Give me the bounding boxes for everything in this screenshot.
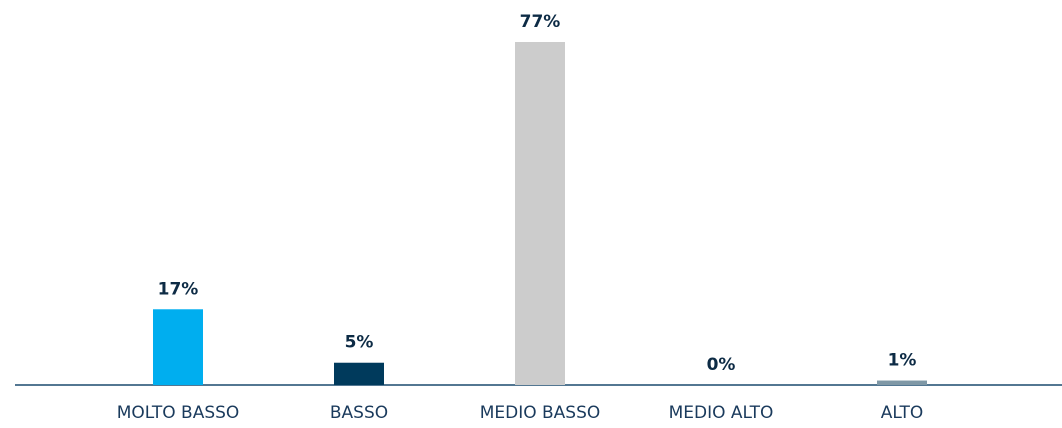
bar (334, 362, 384, 385)
bar (515, 42, 565, 385)
value-label: 17% (158, 279, 199, 299)
category-label: MEDIO ALTO (669, 403, 774, 423)
category-label: ALTO (881, 403, 924, 423)
category-label: MEDIO BASSO (480, 403, 601, 423)
category-label: BASSO (330, 403, 388, 423)
bar (153, 309, 203, 385)
value-label: 1% (888, 351, 917, 371)
value-label: 0% (707, 355, 736, 375)
value-label: 5% (345, 333, 374, 353)
bar (877, 380, 927, 385)
category-label: MOLTO BASSO (117, 403, 240, 423)
value-label: 77% (520, 12, 561, 32)
